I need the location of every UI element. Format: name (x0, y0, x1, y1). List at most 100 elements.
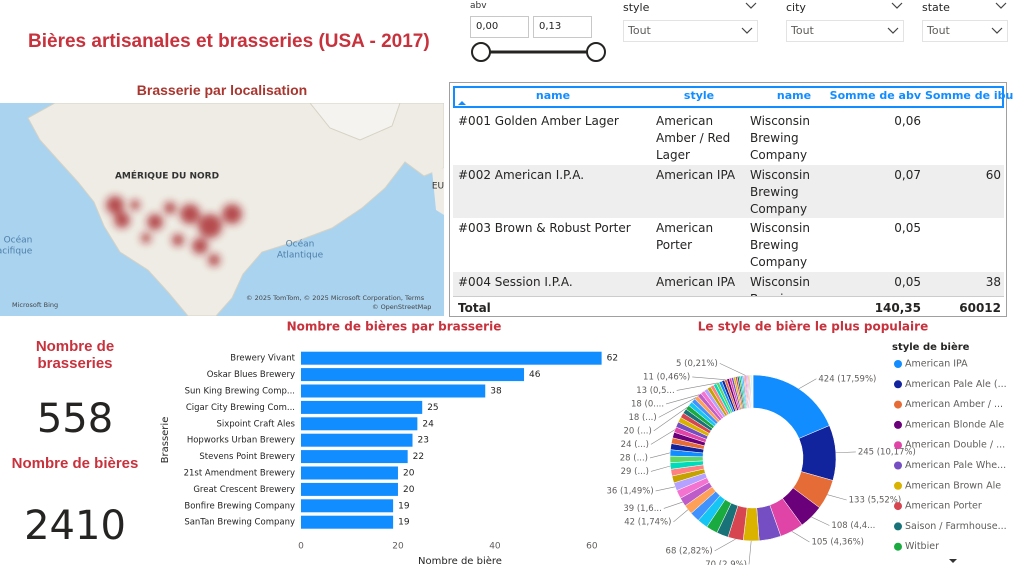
table-total: Total (458, 301, 491, 315)
bar[interactable] (301, 433, 413, 447)
column-header[interactable]: name (776, 89, 812, 102)
data-label: 25 (427, 403, 438, 413)
leader-line (692, 376, 726, 380)
data-label: 24 (422, 419, 434, 429)
map-title: Brasserie par localisation (136, 82, 308, 98)
bar[interactable] (301, 482, 398, 496)
data-label: 18 (0.... (631, 399, 664, 409)
map-provider: Microsoft Bing (12, 301, 58, 309)
map-europe (432, 168, 444, 215)
y-tick-label: Brewery Vivant (230, 354, 295, 364)
bar[interactable] (301, 466, 398, 480)
data-label: 24 (...) (621, 440, 649, 450)
legend-label: Witbier (905, 541, 939, 552)
heat-layer (106, 196, 242, 266)
bar[interactable] (301, 515, 394, 529)
data-label: 245 (10,17%) (858, 447, 916, 457)
bar[interactable] (301, 450, 408, 464)
data-label: 19 (398, 501, 410, 511)
y-axis-label: Brasserie (160, 417, 171, 464)
dropdown[interactable]: Tout (623, 20, 758, 42)
table-frame (449, 82, 1007, 317)
legend-marker (894, 441, 902, 450)
data-label: 20 (403, 485, 415, 495)
leader-line (650, 429, 676, 445)
leader-line (658, 397, 697, 418)
bar[interactable] (301, 368, 525, 382)
column-header[interactable]: Somme de abv (829, 89, 921, 102)
leader-line (649, 452, 671, 459)
leader-line (676, 382, 718, 391)
bar[interactable] (301, 384, 486, 398)
leader-line (791, 531, 810, 543)
legend-scroll[interactable] (949, 559, 957, 563)
column-header[interactable]: name (535, 89, 571, 102)
map-label: EU (432, 182, 444, 192)
column-header[interactable]: Somme de ibu (925, 89, 1014, 102)
table-row: #003 Brown & Robust Porter American Porte… (453, 218, 1004, 272)
legend-label: American Brown Ale (905, 480, 1001, 491)
bar[interactable] (301, 351, 602, 365)
range-input[interactable]: 0,00 (470, 16, 529, 38)
data-label: 13 (0,5... (636, 386, 674, 396)
table-cell: Wisconsin Brewing Company (750, 114, 810, 162)
data-label: 46 (529, 370, 541, 380)
table-total: 60012 (959, 301, 1001, 315)
bar[interactable] (301, 417, 418, 431)
table-body: #001 Golden Amber Lager American Amber / … (453, 111, 1004, 297)
x-tick-label: 60 (586, 542, 598, 552)
dropdown[interactable]: Tout (922, 20, 1008, 42)
table-cell: 0,05 (894, 221, 921, 235)
legend-title: style de bière (892, 341, 970, 353)
table-cell: Wisconsin Brewing Company (750, 221, 810, 269)
chevron (991, 27, 1003, 34)
legend-marker (894, 360, 902, 368)
chevron (887, 27, 899, 34)
legend-marker (894, 481, 902, 490)
data-label: 68 (2,82%) (666, 546, 713, 556)
data-label: 5 (0,21%) (676, 359, 718, 369)
data-label: 29 (...) (621, 467, 649, 477)
table-cell: Wisconsin Brewing Company (750, 274, 810, 298)
table-cell: #004 Session I.P.A. (458, 274, 573, 289)
chart-title: Nombre de bières par brasserie (287, 320, 502, 334)
slicer-label: city (786, 1, 806, 14)
data-label: 62 (607, 354, 618, 364)
card-label: Nombre de brasseries (35, 338, 115, 372)
table-row: #004 Session I.P.A. American IPA Wisconsin… (453, 271, 1004, 298)
y-tick-label: SanTan Brewing Company (184, 518, 295, 528)
slider-handle[interactable] (586, 42, 606, 62)
x-tick-label: 0 (298, 542, 304, 552)
leader-line (835, 451, 856, 454)
table-row: #002 American I.P.A. American IPA Wisconsi… (453, 164, 1004, 218)
data-label: 20 (403, 469, 415, 479)
map[interactable] (0, 103, 444, 316)
data-label: 39 (1,6... (623, 504, 661, 514)
data-label: 38 (490, 387, 502, 397)
table-total: 140,35 (874, 301, 921, 315)
dropdown[interactable]: Tout (786, 20, 904, 42)
table-cell: 0,05 (894, 274, 921, 289)
bar[interactable] (301, 499, 394, 513)
leader-line (653, 407, 688, 432)
map-greenland (309, 103, 401, 141)
x-tick-label: 20 (392, 542, 404, 552)
map-attribution: © 2025 TomTom, © 2025 Microsoft Corporat… (246, 294, 425, 302)
data-label: 108 (4,4... (831, 521, 875, 531)
data-label: 28 (...) (620, 453, 648, 463)
map-label: Atlantique (277, 251, 324, 261)
y-tick-label: Sun King Brewing Comp... (185, 387, 295, 397)
column-header[interactable]: style (683, 89, 715, 102)
data-label: 105 (4,36%) (811, 537, 864, 547)
table-cell: Wisconsin Brewing Company (750, 167, 810, 216)
range-input[interactable]: 0,13 (533, 16, 592, 38)
legend-marker (894, 522, 902, 531)
slider-handle[interactable] (471, 42, 491, 62)
pie-slice[interactable] (752, 374, 830, 439)
legend-label: American Pale Ale (... (905, 379, 1007, 390)
bar[interactable] (301, 400, 423, 414)
legend-marker (894, 380, 902, 389)
table-cell: #001 Golden Amber Lager (458, 114, 619, 128)
chevron (995, 2, 1007, 9)
